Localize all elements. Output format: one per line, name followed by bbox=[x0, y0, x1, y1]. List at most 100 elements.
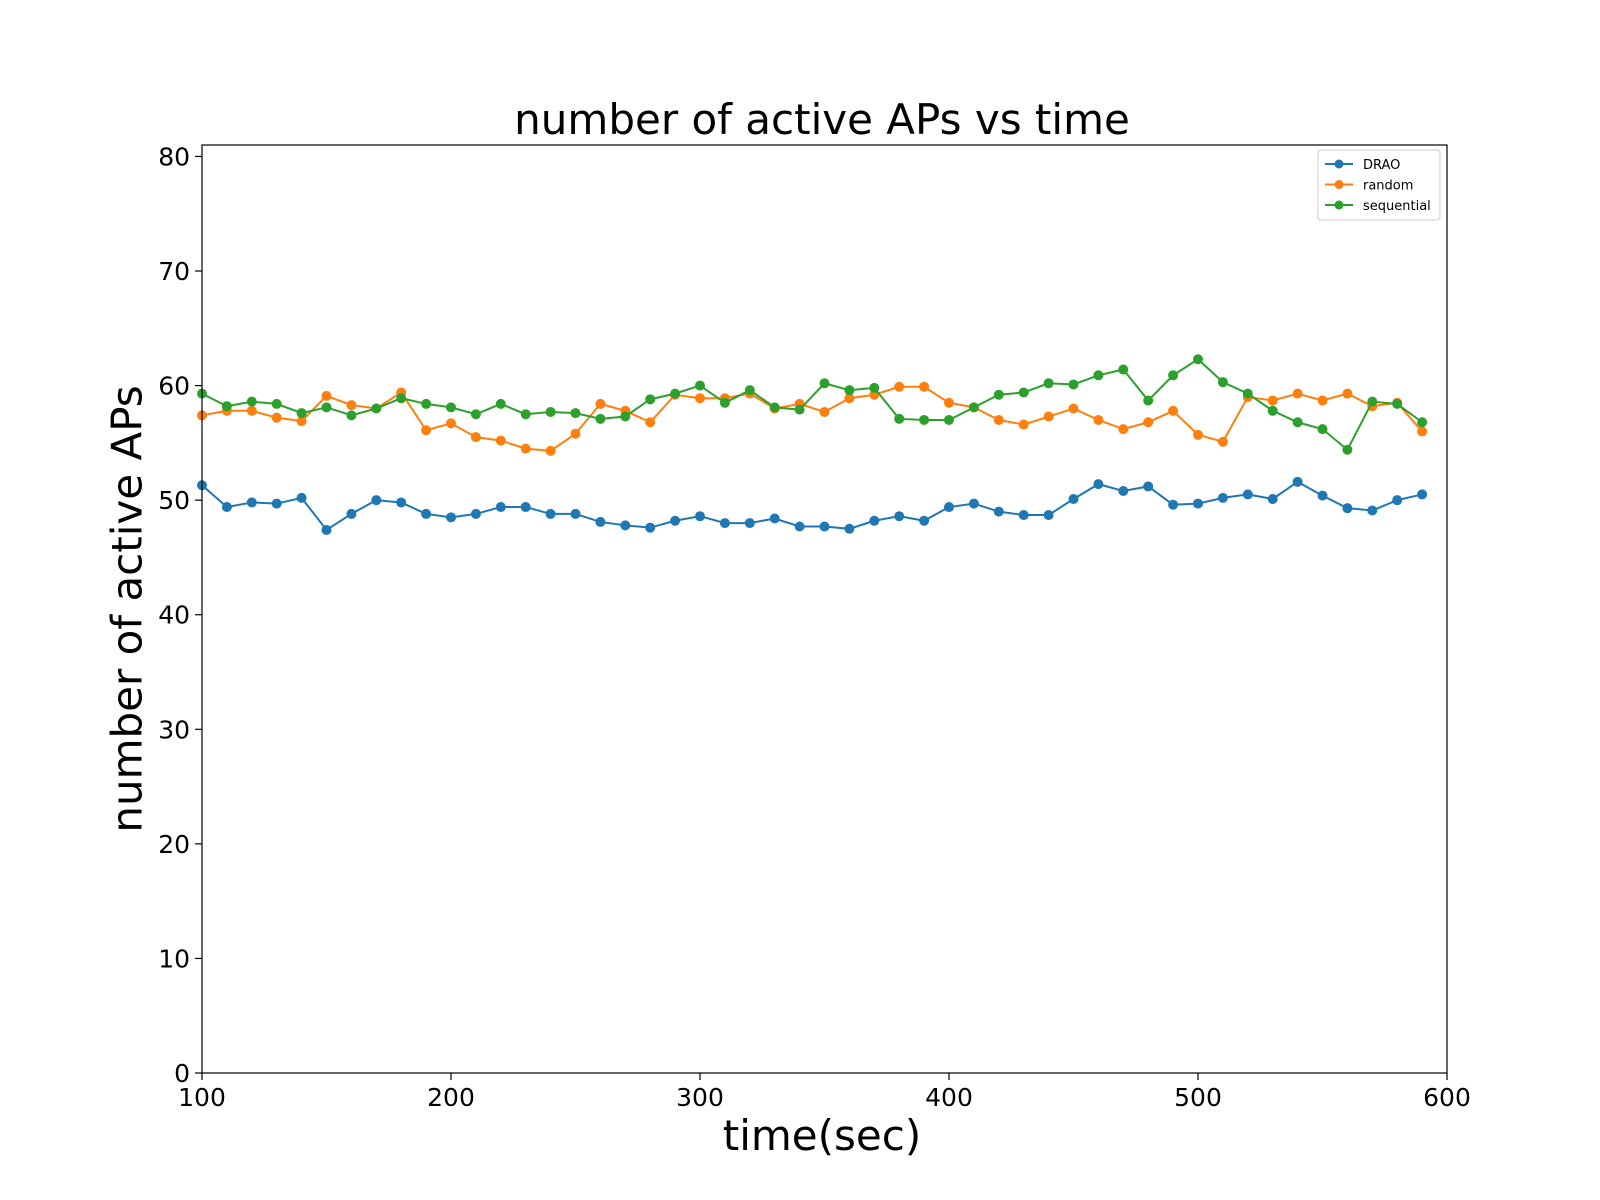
data-point-drao bbox=[1417, 489, 1428, 500]
data-point-random bbox=[695, 393, 705, 404]
data-point-random bbox=[321, 390, 332, 401]
data-point-drao bbox=[769, 513, 780, 524]
data-point-drao bbox=[271, 498, 282, 509]
data-point-drao bbox=[1018, 510, 1029, 521]
data-point-drao bbox=[221, 502, 232, 513]
y-tick-label: 40 bbox=[158, 601, 190, 630]
data-point-random bbox=[421, 425, 432, 436]
data-point-drao bbox=[1043, 510, 1054, 521]
data-point-sequential bbox=[495, 398, 506, 409]
data-point-drao bbox=[1193, 498, 1203, 509]
data-point-random bbox=[819, 406, 830, 417]
data-point-sequential bbox=[1342, 444, 1353, 455]
data-point-sequential bbox=[346, 410, 357, 421]
data-point-random bbox=[296, 416, 307, 427]
data-point-sequential bbox=[919, 414, 930, 425]
data-point-drao bbox=[1267, 494, 1278, 505]
data-point-drao bbox=[1068, 494, 1079, 505]
data-point-random bbox=[1217, 436, 1228, 447]
data-point-drao bbox=[1143, 481, 1154, 492]
y-tick-label: 30 bbox=[158, 715, 190, 744]
data-point-drao bbox=[645, 522, 656, 533]
data-point-random bbox=[1342, 388, 1353, 399]
data-point-sequential bbox=[446, 402, 456, 413]
data-point-sequential bbox=[221, 401, 232, 412]
data-point-drao bbox=[670, 515, 681, 526]
series-line-drao bbox=[201, 480, 1423, 532]
data-point-random bbox=[1118, 424, 1129, 435]
data-point-sequential bbox=[794, 404, 805, 415]
data-point-drao bbox=[819, 521, 830, 532]
legend-marker-sequential bbox=[1334, 200, 1344, 210]
data-point-drao bbox=[1217, 492, 1228, 503]
data-point-sequential bbox=[869, 382, 880, 393]
data-point-drao bbox=[321, 524, 332, 535]
data-point-sequential bbox=[1093, 370, 1104, 381]
data-point-sequential bbox=[744, 385, 755, 396]
data-point-drao bbox=[421, 508, 432, 519]
data-point-random bbox=[844, 393, 855, 404]
plot-area bbox=[197, 354, 1428, 535]
data-point-sequential bbox=[470, 409, 481, 420]
data-point-drao bbox=[894, 511, 905, 522]
data-point-random bbox=[470, 432, 481, 443]
data-point-sequential bbox=[944, 414, 954, 425]
data-point-random bbox=[570, 428, 581, 439]
data-point-random bbox=[919, 381, 930, 392]
legend-label-random: random bbox=[1363, 179, 1413, 194]
y-axis-label: number of active APs bbox=[103, 385, 152, 832]
series-line-sequential bbox=[201, 357, 1423, 452]
data-point-sequential bbox=[1068, 379, 1079, 390]
x-tick-label: 400 bbox=[925, 1083, 973, 1112]
data-point-sequential bbox=[894, 413, 905, 424]
data-point-sequential bbox=[1193, 354, 1203, 365]
data-point-sequential bbox=[1018, 387, 1029, 398]
x-tick-label: 200 bbox=[427, 1083, 475, 1112]
data-point-random bbox=[645, 417, 656, 428]
data-point-drao bbox=[595, 516, 606, 527]
data-point-random bbox=[1317, 395, 1328, 406]
data-point-sequential bbox=[1417, 417, 1428, 428]
data-point-sequential bbox=[1242, 388, 1253, 399]
data-point-random bbox=[446, 418, 456, 429]
x-tick-label: 300 bbox=[676, 1083, 724, 1112]
data-point-random bbox=[1143, 417, 1154, 428]
data-point-random bbox=[1417, 426, 1428, 437]
data-point-drao bbox=[1118, 485, 1129, 496]
y-axis: 0 10 20 30 40 50 60 70 80 bbox=[158, 142, 202, 1088]
data-point-drao bbox=[719, 518, 730, 529]
data-point-random bbox=[1292, 388, 1303, 399]
data-point-sequential bbox=[1367, 396, 1378, 407]
data-point-random bbox=[1043, 411, 1054, 422]
plot-frame bbox=[201, 144, 1448, 1074]
data-point-sequential bbox=[296, 408, 307, 419]
data-point-random bbox=[495, 435, 506, 446]
data-point-random bbox=[1093, 414, 1104, 425]
data-point-drao bbox=[570, 508, 581, 519]
data-point-random bbox=[595, 398, 606, 409]
data-point-drao bbox=[968, 498, 979, 509]
y-tick-label: 0 bbox=[174, 1059, 190, 1088]
data-point-sequential bbox=[1043, 378, 1054, 389]
data-point-sequential bbox=[371, 403, 382, 414]
data-point-sequential bbox=[246, 396, 257, 407]
data-point-sequential bbox=[695, 380, 705, 391]
data-point-random bbox=[1018, 419, 1029, 430]
data-point-sequential bbox=[595, 413, 606, 424]
data-point-sequential bbox=[570, 408, 581, 419]
data-point-sequential bbox=[844, 385, 855, 396]
data-point-drao bbox=[371, 495, 382, 506]
data-point-drao bbox=[446, 512, 456, 523]
data-point-drao bbox=[470, 508, 481, 519]
data-point-sequential bbox=[645, 394, 656, 405]
y-tick-label: 70 bbox=[158, 257, 190, 286]
series-random bbox=[197, 381, 1428, 456]
legend: DRAO random sequential bbox=[1317, 149, 1441, 221]
data-point-drao bbox=[545, 508, 556, 519]
data-point-drao bbox=[620, 520, 631, 531]
data-point-sequential bbox=[1317, 424, 1328, 435]
data-point-random bbox=[1168, 405, 1179, 416]
data-point-sequential bbox=[1143, 395, 1154, 406]
data-point-sequential bbox=[719, 397, 730, 408]
